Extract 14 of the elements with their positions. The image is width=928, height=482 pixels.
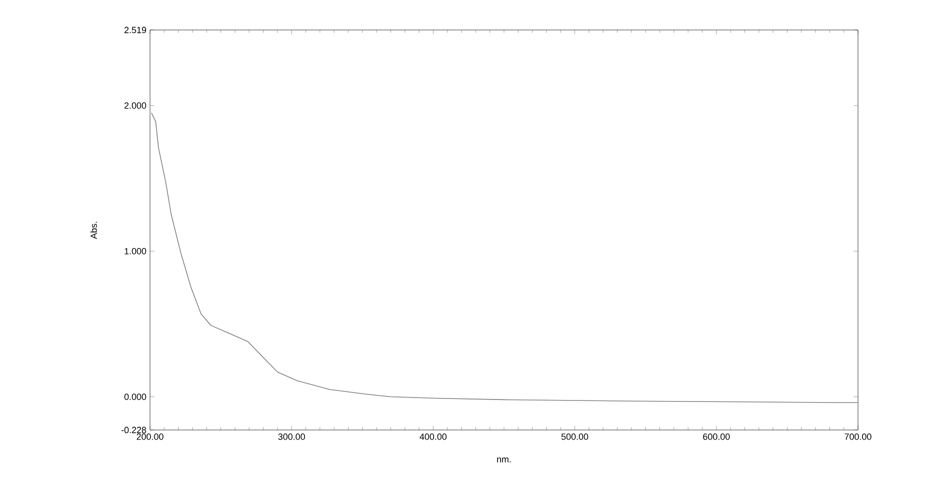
x-tick-label: 300.00	[278, 434, 305, 440]
line-series	[151, 112, 858, 404]
x-axis-title: nm.	[497, 458, 511, 462]
x-tick-label: 500.00	[561, 434, 588, 440]
y-tick-label: 2.000	[124, 102, 146, 109]
y-tick-label: 1.000	[124, 248, 146, 254]
x-tick-label: 600.00	[703, 434, 730, 440]
y-tick-label: 2.519	[124, 26, 146, 34]
x-tick-label: 700.00	[844, 434, 872, 440]
y-tick-label: -0.228	[121, 426, 146, 434]
y-axis-title: Abs.	[90, 222, 97, 239]
x-tick-label: 400.00	[420, 434, 447, 440]
y-tick-label: 0.000	[124, 394, 146, 400]
x-tick-label: 200.00	[136, 434, 164, 440]
